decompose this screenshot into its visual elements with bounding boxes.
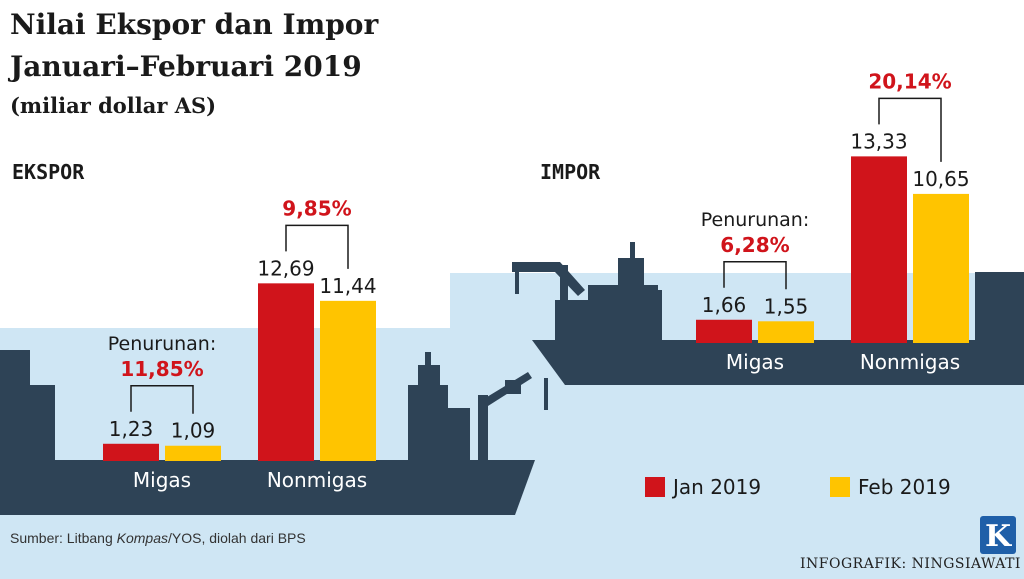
change-bracket-migas	[130, 385, 194, 414]
legend-label-feb: Feb 2019	[858, 475, 951, 499]
legend-item-feb: Feb 2019	[830, 474, 951, 500]
source-note: Sumber: Litbang Kompas/YOS, diolah dari …	[10, 530, 306, 546]
bar-nonmigas-0	[258, 283, 314, 461]
data-label-nonmigas-0: 13,33	[850, 129, 907, 153]
bar-migas-1	[165, 445, 221, 461]
change-percent-migas: 11,85%	[120, 357, 203, 381]
bar-nonmigas-0	[851, 156, 907, 343]
legend-swatch-jan	[645, 477, 665, 497]
legend-item-jan: Jan 2019	[645, 474, 761, 500]
data-label-migas-0: 1,23	[109, 417, 154, 441]
legend-label-jan: Jan 2019	[673, 475, 762, 499]
export-ship	[0, 350, 548, 515]
change-bracket-nonmigas	[285, 224, 349, 269]
change-bracket-migas	[723, 261, 787, 290]
export-section-title: EKSPOR	[12, 160, 85, 184]
data-label-nonmigas-1: 10,65	[912, 167, 969, 191]
data-label-nonmigas-1: 11,44	[319, 274, 376, 298]
unit-subtitle: (miliar dollar AS)	[10, 93, 217, 118]
bar-migas-0	[103, 443, 159, 461]
import-section-title: IMPOR	[540, 160, 601, 184]
chart-title-line1: Nilai Ekspor dan Impor	[10, 8, 379, 41]
change-percent-nonmigas: 20,14%	[868, 69, 951, 93]
infographic-credit: INFOGRAFIK: NINGSIAWATI	[800, 556, 1021, 572]
category-label-migas: Migas	[726, 350, 784, 374]
bar-nonmigas-1	[320, 300, 376, 461]
change-prefix-migas: Penurunan:	[108, 333, 217, 355]
data-label-migas-1: 1,09	[171, 419, 216, 443]
category-label-nonmigas: Nonmigas	[860, 350, 960, 374]
bar-migas-0	[696, 319, 752, 343]
source-publication: Kompas	[116, 530, 168, 546]
kompas-logo-letter: K	[985, 519, 1012, 554]
change-percent-nonmigas: 9,85%	[282, 196, 351, 220]
import-ship	[512, 242, 1024, 385]
kompas-logo-icon: K	[980, 516, 1016, 554]
category-label-migas: Migas	[133, 468, 191, 492]
change-prefix-migas: Penurunan:	[701, 209, 810, 231]
legend-swatch-feb	[830, 477, 850, 497]
source-prefix: Sumber: Litbang	[10, 530, 117, 546]
category-label-nonmigas: Nonmigas	[267, 468, 367, 492]
bar-migas-1	[758, 321, 814, 343]
data-label-migas-0: 1,66	[702, 293, 747, 317]
chart-title-line2: Januari–Februari 2019	[10, 50, 362, 83]
source-suffix: /YOS, diolah dari BPS	[167, 530, 306, 546]
change-bracket-nonmigas	[878, 97, 942, 162]
data-label-migas-1: 1,55	[764, 294, 809, 318]
data-label-nonmigas-0: 12,69	[257, 256, 314, 280]
bar-nonmigas-1	[913, 193, 969, 343]
change-percent-migas: 6,28%	[720, 233, 789, 257]
